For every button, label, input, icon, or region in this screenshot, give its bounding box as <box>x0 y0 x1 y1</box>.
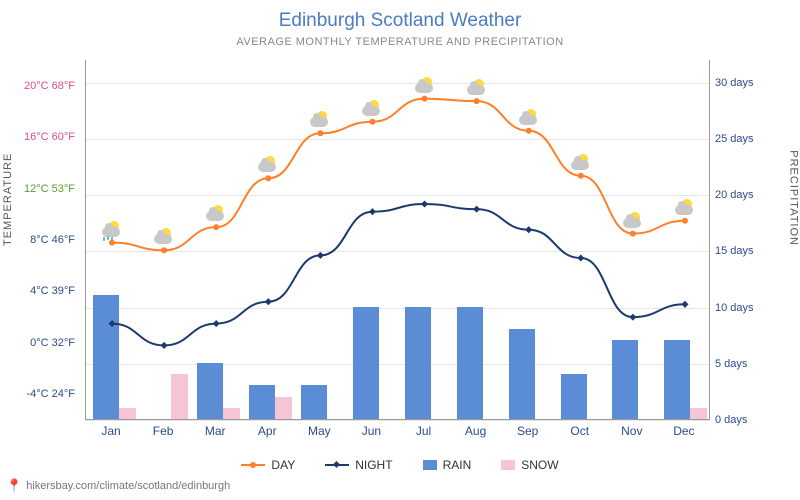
legend-night: NIGHT <box>325 458 392 472</box>
night-marker <box>681 301 688 308</box>
month-label: Feb <box>137 424 189 444</box>
map-pin-icon: 📍 <box>6 478 22 494</box>
partly-cloudy-icon <box>203 205 229 225</box>
gridline <box>86 420 709 421</box>
chart-title: Edinburgh Scotland Weather <box>0 0 800 32</box>
legend-rain: RAIN <box>423 458 472 472</box>
precip-tick: 0 days <box>710 414 790 426</box>
precip-tick: 15 days <box>710 245 790 257</box>
precip-tick: 5 days <box>710 358 790 370</box>
night-marker <box>421 200 428 207</box>
temp-tick: 0°C 32°F <box>0 337 80 349</box>
night-marker <box>369 208 376 215</box>
partly-cloudy-icon <box>568 154 594 174</box>
month-label: Nov <box>606 424 658 444</box>
temperature-lines <box>86 60 709 419</box>
partly-cloudy-icon <box>255 156 281 176</box>
source-footer: 📍 hikersbay.com/climate/scotland/edinbur… <box>6 478 230 494</box>
night-marker <box>265 298 272 305</box>
night-marker <box>109 320 116 327</box>
night-marker <box>317 252 324 259</box>
partly-cloudy-icon <box>620 212 646 232</box>
partly-cloudy-icon <box>412 77 438 97</box>
precip-tick: 20 days <box>710 189 790 201</box>
temp-tick: 20°C 68°F <box>0 80 80 92</box>
month-label: Aug <box>450 424 502 444</box>
weather-chart: Edinburgh Scotland Weather AVERAGE MONTH… <box>0 0 800 500</box>
line-icon <box>325 464 349 466</box>
legend-snow: SNOW <box>501 458 558 472</box>
box-icon <box>501 460 515 470</box>
night-line <box>112 204 685 345</box>
line-icon <box>241 464 265 466</box>
month-label: Mar <box>189 424 241 444</box>
precip-tick: 10 days <box>710 302 790 314</box>
partly-cloudy-icon <box>672 199 698 219</box>
y-axis-precipitation: 0 days5 days10 days15 days20 days25 days… <box>710 60 800 420</box>
chart-subtitle: AVERAGE MONTHLY TEMPERATURE AND PRECIPIT… <box>0 32 800 48</box>
month-label: Dec <box>658 424 710 444</box>
temp-tick: 4°C 39°F <box>0 285 80 297</box>
month-label: Jul <box>397 424 449 444</box>
night-marker <box>629 314 636 321</box>
partly-cloudy-icon <box>359 100 385 120</box>
month-label: May <box>293 424 345 444</box>
month-label: Sep <box>502 424 554 444</box>
night-marker <box>213 320 220 327</box>
month-label: Oct <box>554 424 606 444</box>
night-marker <box>525 226 532 233</box>
y-axis-temp-label: TEMPERATURE <box>2 153 14 246</box>
box-icon <box>423 460 437 470</box>
day-line <box>112 99 685 251</box>
night-marker <box>473 206 480 213</box>
x-axis-months: JanFebMarAprMayJunJulAugSepOctNovDec <box>85 424 710 444</box>
month-label: Apr <box>241 424 293 444</box>
precip-tick: 30 days <box>710 77 790 89</box>
partly-cloudy-icon <box>464 79 490 99</box>
partly-cloudy-icon <box>516 109 542 129</box>
month-label: Jan <box>85 424 137 444</box>
temp-tick: 16°C 60°F <box>0 131 80 143</box>
legend: DAY NIGHT RAIN SNOW <box>0 458 800 472</box>
rain-cloud-icon <box>99 221 125 241</box>
night-marker <box>577 254 584 261</box>
night-marker <box>161 342 168 349</box>
source-url: hikersbay.com/climate/scotland/edinburgh <box>26 480 230 492</box>
plot-area <box>85 60 710 420</box>
partly-cloudy-icon <box>307 111 333 131</box>
month-label: Jun <box>345 424 397 444</box>
partly-cloudy-icon <box>151 228 177 248</box>
legend-day: DAY <box>241 458 295 472</box>
y-axis-precip-label: PRECIPITATION <box>788 150 800 246</box>
precip-tick: 25 days <box>710 133 790 145</box>
temp-tick: -4°C 24°F <box>0 388 80 400</box>
